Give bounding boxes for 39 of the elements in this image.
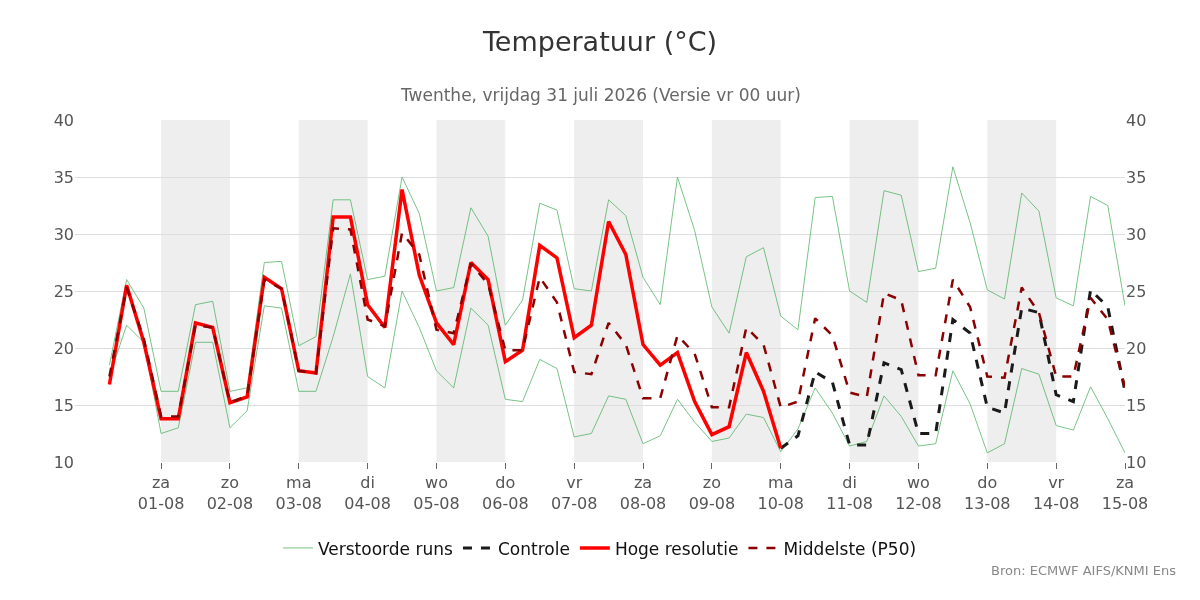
y-tick-label: 25 (53, 281, 74, 301)
x-tick-label: za 15-08 (1101, 473, 1149, 513)
y-tick-label: 30 (53, 224, 74, 244)
legend-label: Verstoorde runs (318, 538, 453, 559)
line-series (779, 288, 1125, 450)
x-tick-label: vr 07-08 (550, 473, 598, 513)
y-tick-label: 15 (53, 395, 74, 415)
x-tick-label: do 13-08 (964, 473, 1011, 513)
y2-tick-label: 40 (1126, 110, 1147, 130)
x-tick-label: za 08-08 (619, 473, 667, 513)
chart-subtitle: Twenthe, vrijdag 31 juli 2026 (Versie vr 00 uur) (400, 85, 801, 105)
legend-label: Middelste (P50) (783, 538, 917, 559)
x-tick-label: do 06-08 (482, 473, 529, 513)
x-tick-label: vr 14-08 (1032, 473, 1080, 513)
y2-tick-label: 15 (1126, 395, 1147, 415)
legend-label: Controle (497, 538, 570, 559)
line-series (108, 227, 1125, 418)
y2-tick-label: 25 (1126, 281, 1147, 301)
y2-tick-label: 10 (1126, 452, 1147, 472)
text: Bron: ECMWF AIFS/KNMI Ens (991, 563, 1177, 578)
chart-title: Temperatuur (°C) (481, 26, 718, 58)
x-tick-label: ma 10-08 (757, 473, 804, 513)
x-tick-label: di 04-08 (344, 473, 391, 513)
x-tick-label: di 11-08 (826, 473, 873, 513)
x-tick-label: wo 12-08 (895, 473, 942, 513)
y2-tick-label: 30 (1126, 224, 1147, 244)
y-tick-label: 35 (53, 167, 74, 187)
line-series (108, 166, 1125, 392)
x-tick-label: za 01-08 (137, 473, 185, 513)
x-tick-label: wo 05-08 (413, 473, 460, 513)
x-tick-label: ma 03-08 (275, 473, 323, 513)
x-tick-label: zo 02-08 (206, 473, 254, 513)
x-tick-label: zo 09-08 (688, 473, 736, 513)
y-tick-label: 40 (53, 110, 74, 130)
y-tick-label: 10 (53, 452, 74, 472)
y-tick-label: 20 (53, 338, 74, 358)
y2-tick-label: 20 (1126, 338, 1147, 358)
y2-tick-label: 35 (1126, 167, 1147, 187)
legend-label: Hoge resolutie (614, 538, 739, 559)
